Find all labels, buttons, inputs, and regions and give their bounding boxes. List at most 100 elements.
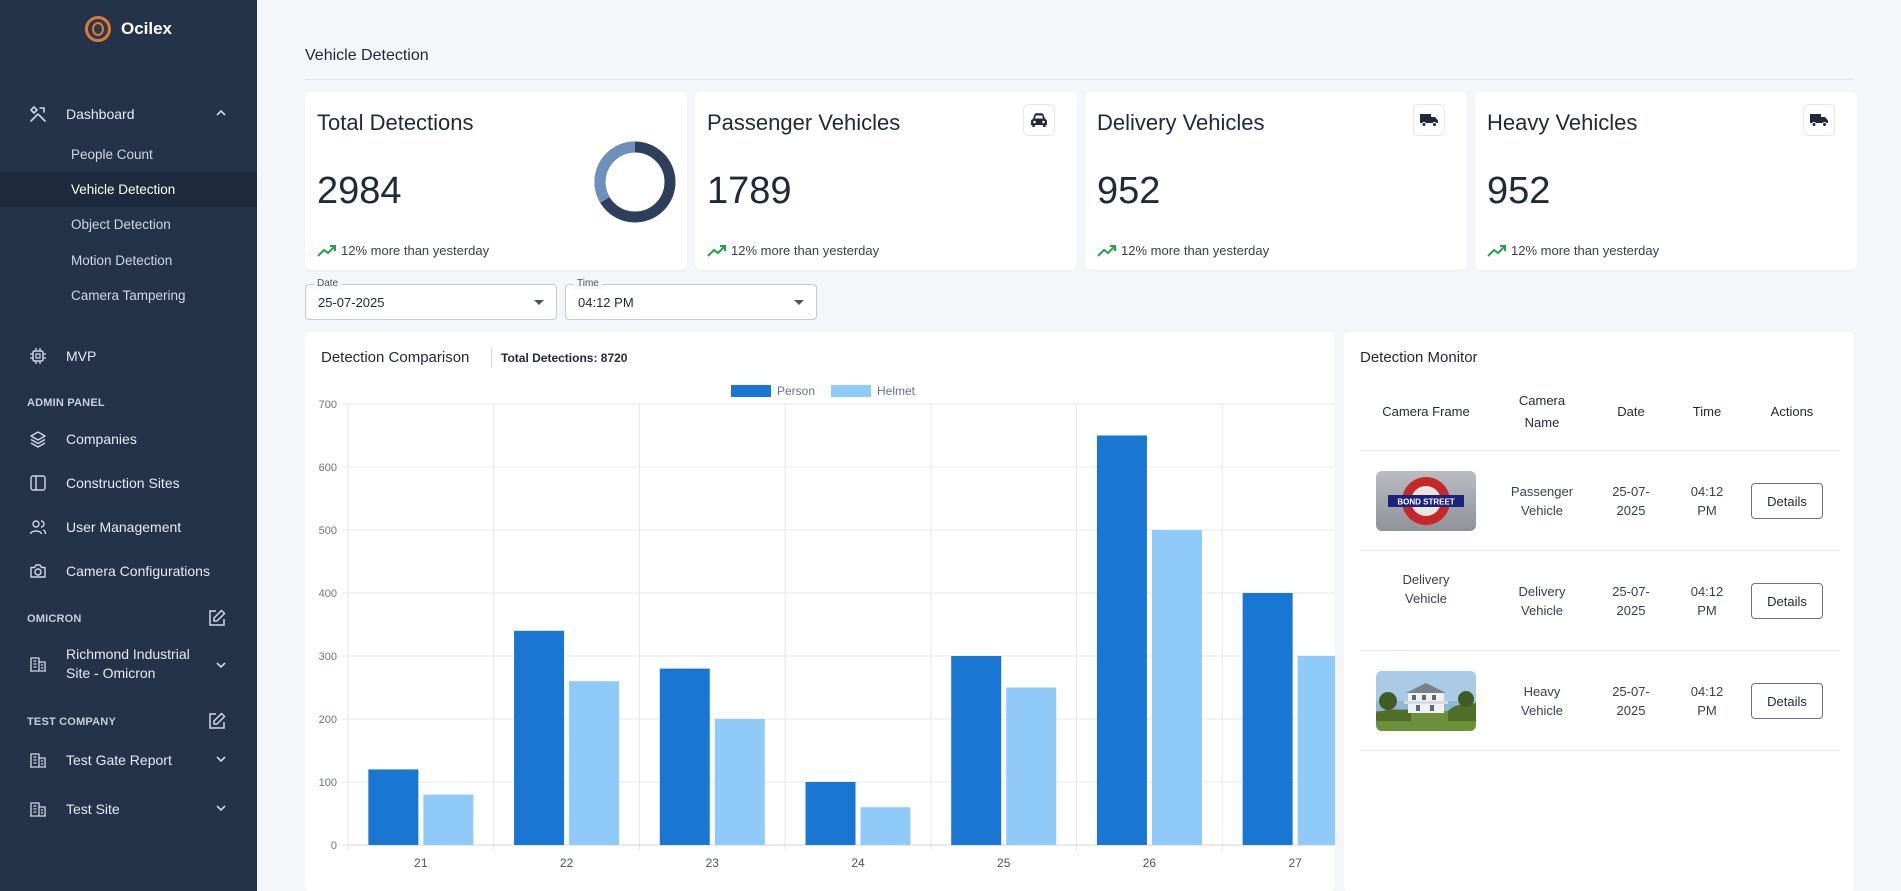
legend-label-helmet: Helmet — [877, 384, 916, 398]
building-icon — [28, 750, 48, 770]
brand[interactable]: Ocilex — [0, 0, 257, 58]
camera-frame-thumbnail[interactable]: Delivery Vehicle — [1402, 572, 1450, 606]
bar-person-22 — [514, 630, 565, 845]
panel-icon — [28, 473, 48, 493]
sidebar-item-label: MVP — [66, 348, 97, 364]
time-cell: 04:12 PM — [1690, 484, 1724, 518]
camera-icon — [28, 561, 48, 581]
chip-icon — [28, 346, 48, 366]
trending-up-icon — [707, 244, 726, 257]
sidebar-item-motion-detection[interactable]: Motion Detection — [71, 253, 173, 268]
date-cell: 25-07- 2025 — [1612, 684, 1650, 718]
sidebar-item-label: Dashboard — [66, 106, 135, 122]
camera-frame-thumbnail[interactable]: BOND STREET — [1376, 471, 1476, 531]
y-tick-label: 400 — [319, 588, 337, 600]
x-tick-label: 21 — [414, 856, 428, 870]
bar-person-27 — [1242, 593, 1293, 845]
date-value: 25-07-2025 — [318, 295, 385, 310]
section-label-omicron: OMICRON — [27, 613, 82, 625]
camera-name-cell: Delivery Vehicle — [1518, 584, 1566, 618]
sidebar-item-object-detection[interactable]: Object Detection — [71, 217, 171, 232]
edit-omicron-icon[interactable] — [207, 608, 227, 628]
legend-label-person: Person — [777, 384, 815, 398]
stat-card-passenger-vehicles: Passenger Vehicles 1789 12% more than ye… — [695, 92, 1077, 270]
date-cell: 25-07- 2025 — [1612, 584, 1650, 618]
legend-swatch-person — [731, 385, 771, 397]
building-icon — [28, 654, 48, 674]
caret-down-icon — [794, 300, 804, 305]
sidebar-item-dashboard[interactable]: Dashboard — [0, 96, 257, 132]
stat-value: 952 — [1487, 170, 1551, 212]
bar-person-26 — [1096, 435, 1147, 845]
x-tick-label: 26 — [1143, 856, 1157, 870]
stat-value: 952 — [1097, 170, 1161, 212]
details-button[interactable]: Details — [1751, 683, 1823, 719]
users-icon — [28, 517, 48, 537]
camera-frame-thumbnail[interactable] — [1376, 671, 1476, 731]
section-label-test-company: TEST COMPANY — [27, 716, 116, 728]
sidebar-item-mvp[interactable]: MVP — [0, 338, 257, 374]
stat-card-total-detections: Total Detections 2984 12% more than yest… — [305, 92, 687, 270]
sidebar-item-construction-sites[interactable]: Construction Sites — [0, 465, 257, 501]
stat-trend: 12% more than yesterday — [707, 243, 879, 258]
bar-helmet-23 — [714, 719, 765, 845]
header-camera-name: Camera Name — [1518, 393, 1566, 430]
legend-swatch-helmet — [831, 385, 871, 397]
row-divider — [1360, 650, 1840, 651]
bar-person-25 — [951, 656, 1002, 845]
sidebar-item-camera-configurations[interactable]: Camera Configurations — [0, 553, 257, 589]
camera-name-cell: Passenger Vehicle — [1510, 484, 1574, 518]
sidebar-item-label: Camera Configurations — [66, 563, 210, 579]
bar-helmet-24 — [860, 807, 911, 845]
sidebar-item-test-site[interactable]: Test Site — [0, 791, 257, 827]
time-select[interactable]: Time 04:12 PM — [565, 278, 817, 320]
building-icon — [28, 799, 48, 819]
details-button[interactable]: Details — [1751, 483, 1823, 519]
sidebar-item-vehicle-detection[interactable]: Vehicle Detection — [0, 172, 257, 207]
edit-test-company-icon[interactable] — [207, 711, 227, 731]
y-tick-label: 500 — [319, 525, 337, 537]
sidebar-item-camera-tampering[interactable]: Camera Tampering — [71, 288, 186, 303]
time-cell: 04:12 PM — [1690, 584, 1724, 618]
stat-value: 2984 — [317, 170, 402, 212]
sidebar-item-user-management[interactable]: User Management — [0, 509, 257, 545]
bar-helmet-25 — [1006, 687, 1057, 845]
chevron-down-icon — [215, 658, 227, 674]
time-cell: 04:12 PM — [1690, 684, 1724, 718]
sidebar-item-label: User Management — [66, 519, 182, 535]
sidebar-item-richmond-site[interactable]: Richmond Industrial Site - Omicron — [0, 644, 257, 684]
time-label: Time — [574, 278, 602, 289]
sidebar-item-companies[interactable]: Companies — [0, 421, 257, 457]
bar-chart: 0 100 200 300 400 500 600 700 21 22 23 24 25 26 27 Pers… — [319, 384, 1335, 870]
camera-name-cell: Heavy Vehicle — [1521, 684, 1563, 718]
bar-helmet-21 — [423, 794, 474, 845]
stat-label: Heavy Vehicles — [1487, 110, 1638, 135]
svg-text:BOND STREET: BOND STREET — [1397, 498, 1454, 507]
y-tick-label: 600 — [319, 462, 337, 474]
donut-icon — [594, 141, 676, 223]
chart-title: Detection Comparison — [321, 349, 470, 366]
x-tick-label: 22 — [560, 856, 574, 870]
sidebar: Ocilex Dashboard People Count Vehicle De… — [0, 0, 257, 891]
x-tick-label: 24 — [851, 856, 865, 870]
stat-card-heavy-vehicles: Heavy Vehicles 952 12% more than yesterd… — [1475, 92, 1857, 270]
stat-card-delivery-vehicles: Delivery Vehicles 952 12% more than yest… — [1085, 92, 1467, 270]
y-tick-label: 300 — [319, 651, 337, 663]
sidebar-item-test-gate-report[interactable]: Test Gate Report — [0, 742, 257, 778]
header-camera-frame: Camera Frame — [1382, 404, 1470, 419]
date-cell: 25-07- 2025 — [1612, 484, 1650, 518]
detection-comparison-panel: Detection Comparison Total Detections: 8… — [305, 332, 1335, 891]
trending-up-icon — [317, 244, 336, 257]
stat-label: Total Detections — [317, 110, 474, 135]
trending-up-icon — [1487, 244, 1506, 257]
details-button[interactable]: Details — [1751, 583, 1823, 619]
main-content: Vehicle Detection Total Detections 2984 … — [257, 0, 1901, 891]
layers-icon — [28, 429, 48, 449]
bar-person-23 — [659, 668, 710, 845]
y-tick-label: 200 — [319, 714, 337, 726]
sidebar-item-label: Richmond Industrial Site - Omicron — [66, 646, 190, 681]
date-select[interactable]: Date 25-07-2025 — [305, 278, 557, 320]
stat-trend: 12% more than yesterday — [1097, 243, 1269, 258]
sidebar-item-people-count[interactable]: People Count — [71, 147, 153, 162]
y-tick-label: 100 — [319, 777, 337, 789]
